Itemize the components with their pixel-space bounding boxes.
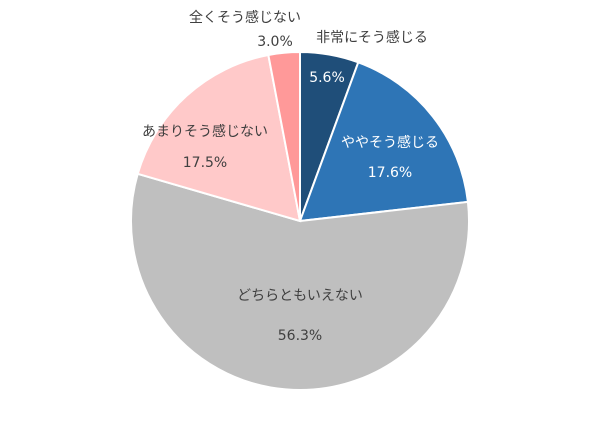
value-label: 3.0% [257, 34, 293, 50]
value-label: 17.5% [183, 155, 227, 171]
value-label: 56.3% [278, 328, 322, 344]
pie-slice [136, 53, 302, 223]
slice-name: 全くそう感じない [189, 9, 301, 26]
slice-name: ややそう感じる [341, 134, 439, 151]
pie-slice [130, 172, 470, 391]
slice-name: どちらともいえない [237, 288, 363, 304]
value-label: 17.6% [368, 165, 412, 181]
value-label: 5.6% [309, 70, 345, 86]
slice-name: あまりそう感じない [142, 123, 268, 140]
slice-name: 非常にそう感じる [316, 29, 428, 46]
pie-slice [298, 61, 470, 223]
pie-slice [267, 50, 301, 222]
